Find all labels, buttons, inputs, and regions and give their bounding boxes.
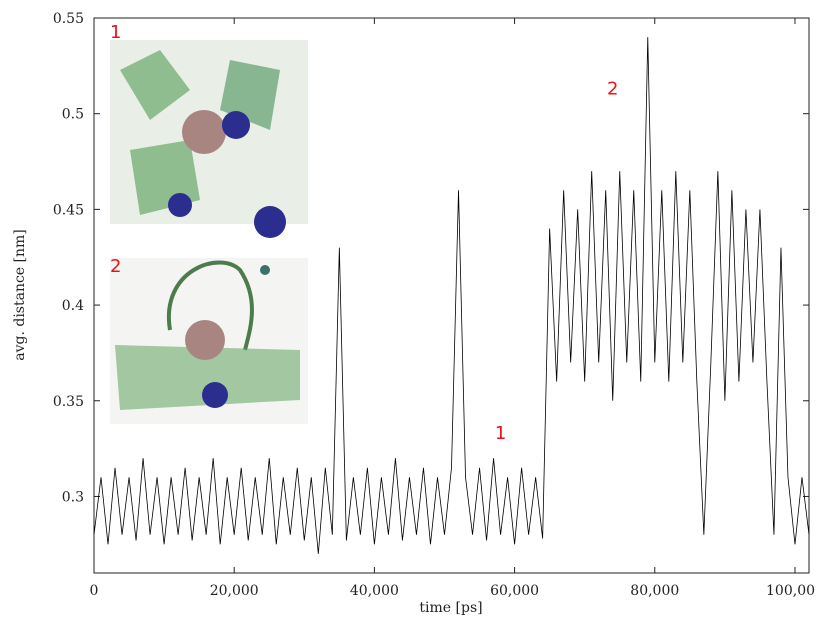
inset-shape xyxy=(120,50,190,120)
y-tick-label: 0.3 xyxy=(62,489,84,505)
x-tick-label: 20,000 xyxy=(210,583,259,599)
plot-frame xyxy=(93,17,810,574)
x-tick-label: 80,000 xyxy=(630,583,679,599)
inset-shape xyxy=(115,345,300,410)
x-tick-label: 40,000 xyxy=(350,583,399,599)
inset-sphere xyxy=(168,193,192,217)
inset-sphere xyxy=(254,206,286,238)
inset-sphere xyxy=(185,320,225,360)
inset-sphere xyxy=(202,382,228,408)
y-tick-label: 0.55 xyxy=(53,11,84,27)
inset-sphere xyxy=(222,111,250,139)
annotation: 1 xyxy=(495,423,506,444)
inset-sphere xyxy=(182,110,226,154)
y-axis-label: avg. distance [nm] xyxy=(12,229,28,361)
y-tick-label: 0.5 xyxy=(62,107,84,123)
inset-shape xyxy=(166,260,254,351)
inset-1 xyxy=(110,40,308,238)
x-tick-label: 0 xyxy=(90,583,99,599)
x-axis-label: time [ps] xyxy=(419,600,482,616)
data-line xyxy=(93,37,810,554)
x-tick-label: 60,000 xyxy=(490,583,539,599)
inset-label: 1 xyxy=(110,22,121,43)
x-tick-label: 100,000 xyxy=(766,583,816,599)
inset-label: 2 xyxy=(110,256,121,277)
inset-2 xyxy=(110,258,308,424)
y-tick-label: 0.45 xyxy=(53,202,84,218)
y-tick-label: 0.4 xyxy=(62,298,84,314)
inset-sphere xyxy=(260,265,270,275)
annotation: 2 xyxy=(607,79,618,100)
y-tick-label: 0.35 xyxy=(53,394,84,410)
